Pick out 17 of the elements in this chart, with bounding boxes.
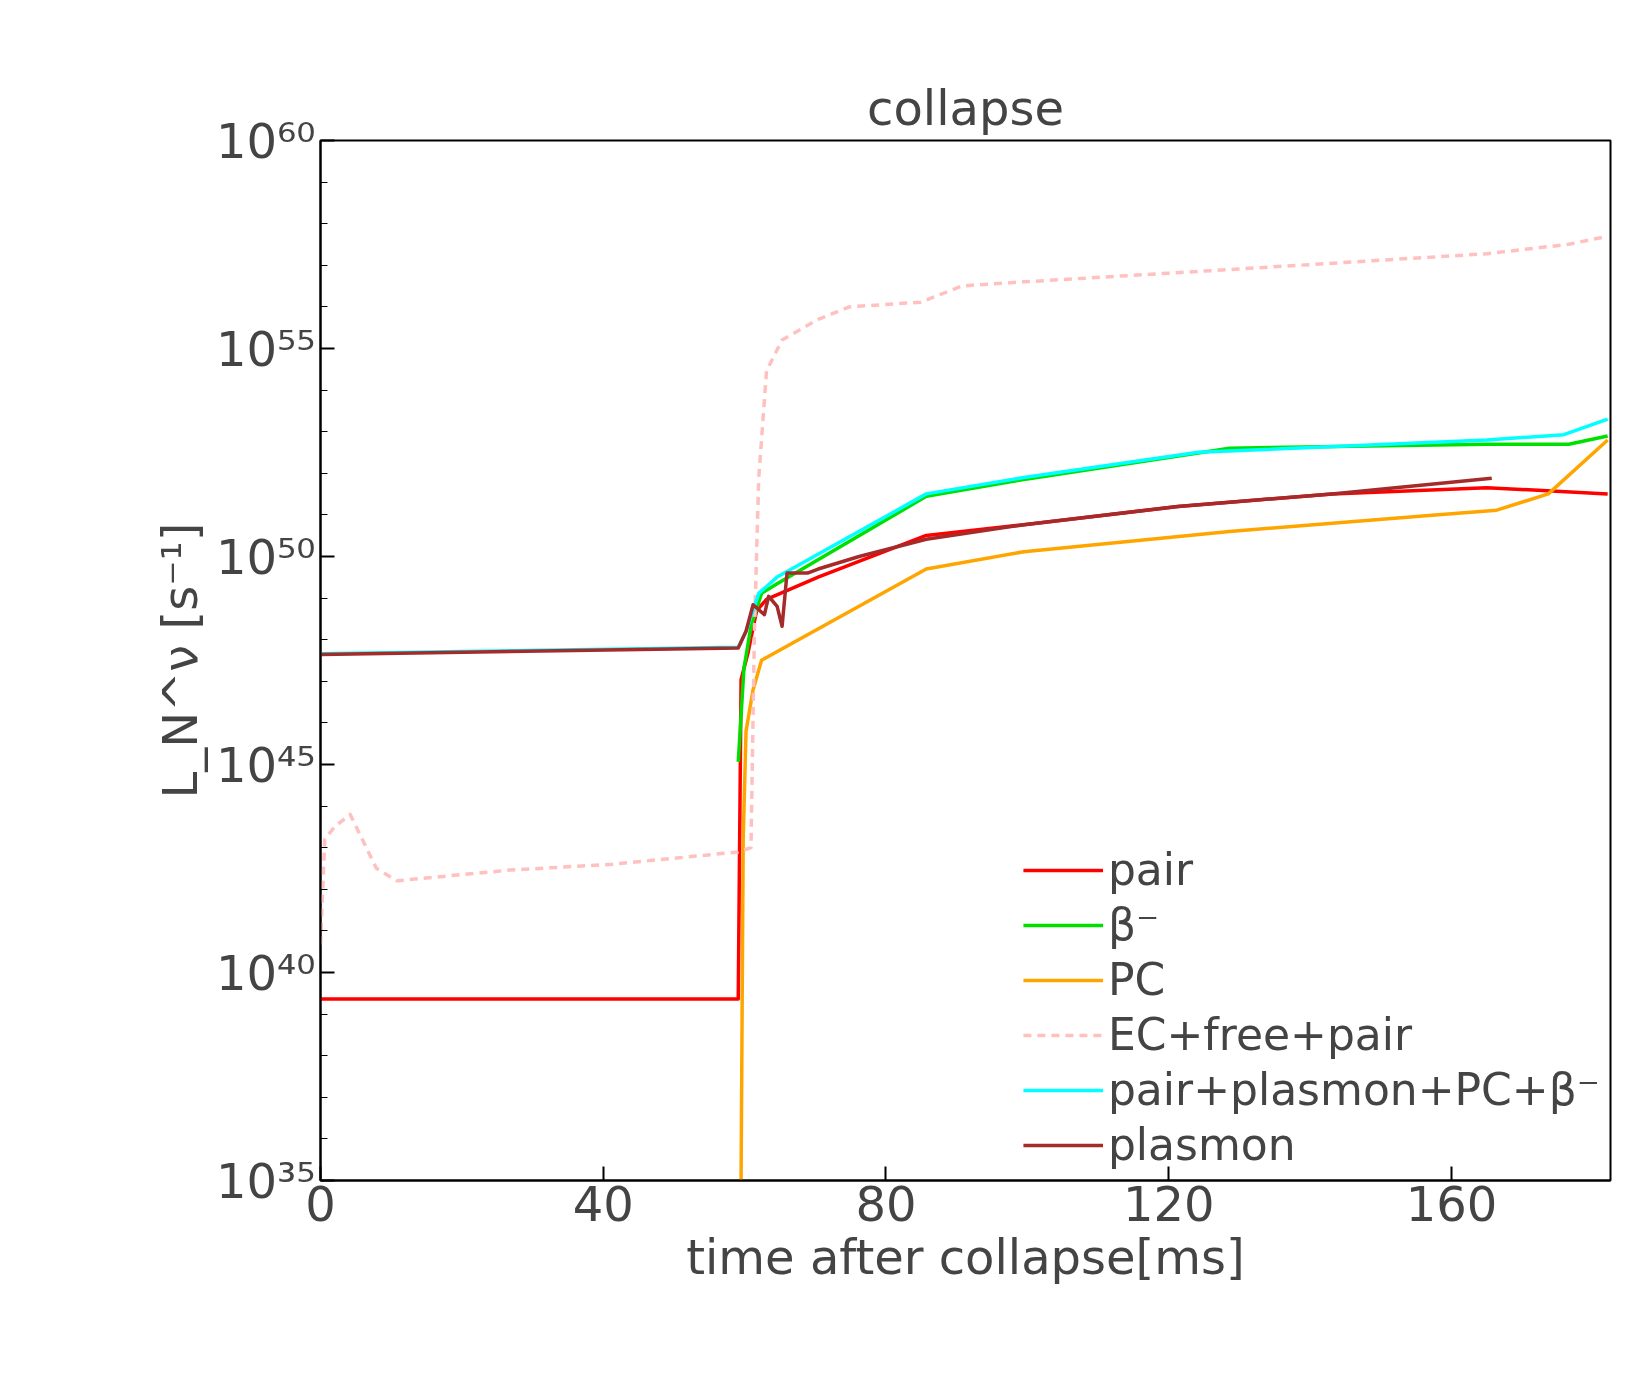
legend-label: pair — [1107, 844, 1194, 895]
y-tick-label: 10⁴⁰ — [215, 944, 316, 1001]
legend-label: pair+plasmon+PC+β⁻ — [1107, 1064, 1600, 1115]
y-tick-label: 10⁶⁰ — [215, 112, 316, 169]
y-tick-label: 10⁵⁰ — [215, 528, 316, 585]
y-axis-title: L_N^ν [s⁻¹] — [151, 522, 208, 799]
chart-title: collapse — [867, 79, 1064, 136]
legend-label: β⁻ — [1107, 899, 1160, 950]
legend-label: EC+free+pair — [1107, 1009, 1413, 1060]
x-tick-label: 160 — [1405, 1175, 1498, 1232]
x-tick-label: 40 — [572, 1175, 634, 1232]
y-tick-label: 10⁵⁵ — [215, 320, 316, 377]
legend-label: plasmon — [1107, 1119, 1296, 1170]
line-series — [739, 438, 1610, 1181]
y-tick-label: 10⁴⁵ — [215, 736, 316, 793]
legend-label: PC — [1107, 954, 1166, 1005]
line-series — [320, 476, 1494, 657]
